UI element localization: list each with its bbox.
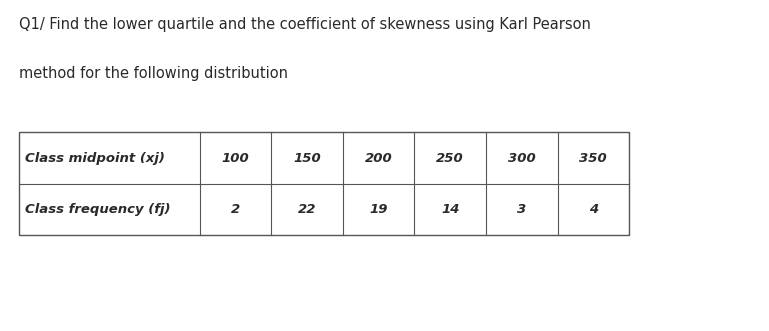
Text: 3: 3 <box>517 203 527 216</box>
Text: 300: 300 <box>508 152 536 165</box>
Text: Q1/ Find the lower quartile and the coefficient of skewness using Karl Pearson: Q1/ Find the lower quartile and the coef… <box>19 17 591 31</box>
Text: 250: 250 <box>436 152 464 165</box>
Text: method for the following distribution: method for the following distribution <box>19 66 288 81</box>
Text: 350: 350 <box>579 152 608 165</box>
Text: 2: 2 <box>231 203 241 216</box>
Text: 4: 4 <box>588 203 598 216</box>
Text: 200: 200 <box>365 152 393 165</box>
Text: 14: 14 <box>441 203 460 216</box>
Text: 150: 150 <box>293 152 321 165</box>
Text: 22: 22 <box>298 203 317 216</box>
Text: Class frequency (fj): Class frequency (fj) <box>25 203 171 216</box>
Text: 19: 19 <box>369 203 388 216</box>
Text: 100: 100 <box>221 152 250 165</box>
Text: Class midpoint (xj): Class midpoint (xj) <box>25 152 165 165</box>
